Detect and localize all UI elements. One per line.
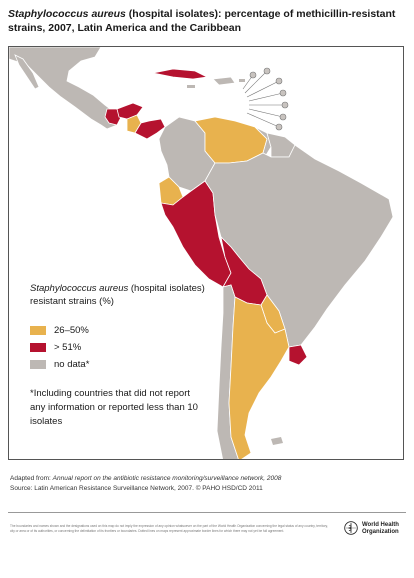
legend-swatch-high [30, 343, 46, 352]
legend-note: *Including countries that did not report… [30, 388, 198, 427]
title-rest: (hospital isolates): percentage of methi… [8, 8, 396, 34]
legend-title-rest: (hospital isolates) resistant strains (%… [30, 283, 205, 307]
legend-title-species: Staphylococcus aureus [30, 283, 129, 294]
baja-california [14, 54, 40, 90]
argentina [228, 296, 290, 459]
jamaica [187, 85, 195, 88]
disclaimer: The boundaries and names shown and the d… [10, 524, 328, 533]
title-species: Staphylococcus aureus [8, 8, 126, 20]
falkland-islands [271, 437, 283, 445]
map-legend: Staphylococcus aureus (hospital isolates… [30, 282, 220, 429]
adapted-prefix: Adapted from: [10, 475, 53, 482]
legend-item-high: > 51% [30, 339, 220, 356]
legend-title: Staphylococcus aureus (hospital isolates… [30, 282, 220, 308]
antilles-markers [242, 67, 289, 131]
cuba [152, 68, 209, 80]
who-line2: Organization [362, 528, 399, 535]
adapted-from: Adapted from: Annual report on the antib… [10, 474, 281, 484]
credits: Adapted from: Annual report on the antib… [10, 474, 281, 494]
map-frame [8, 46, 404, 460]
hispaniola [212, 76, 236, 86]
legend-label-nodata: no data* [54, 359, 90, 370]
footer-divider [8, 512, 406, 513]
panama-costa-rica [134, 118, 166, 140]
honduras [116, 102, 144, 120]
legend-item-mid: 26–50% [30, 322, 220, 339]
who-emblem-icon [344, 521, 358, 535]
legend-label-high: > 51% [54, 342, 82, 353]
legend-swatch-mid [30, 326, 46, 335]
legend-label-mid: 26–50% [54, 325, 89, 336]
who-line1: World Health [362, 522, 399, 528]
uruguay [288, 344, 308, 366]
legend-swatch-nodata [30, 360, 46, 369]
who-name: World Health Organization [362, 522, 399, 535]
adapted-source: Annual report on the antibiotic resistan… [52, 475, 282, 482]
legend-item-nodata: no data* [30, 356, 220, 373]
map-svg [9, 47, 394, 459]
source-line: Source: Latin American Resistance Survei… [10, 485, 263, 492]
map-title: Staphylococcus aureus (hospital isolates… [8, 7, 408, 35]
puerto-rico [239, 79, 245, 82]
north-america-land [9, 47, 120, 130]
